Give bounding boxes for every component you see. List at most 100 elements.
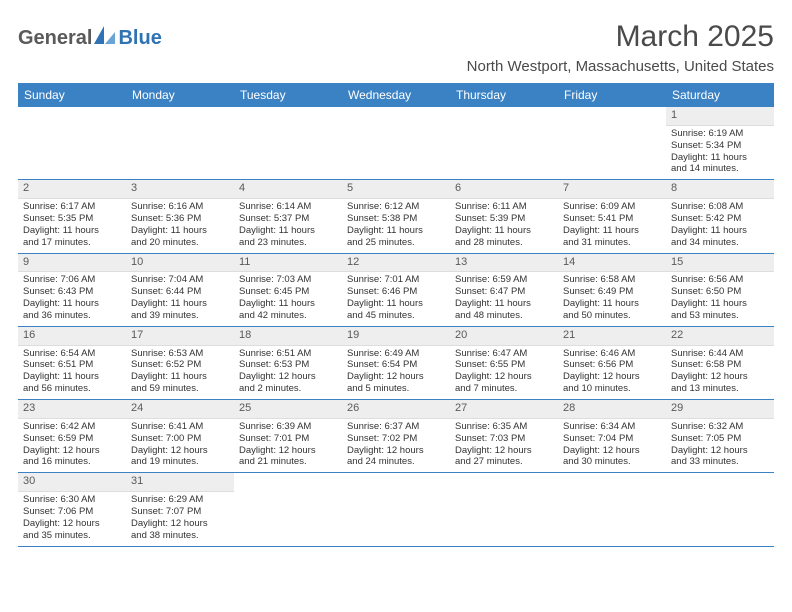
sunrise-text: Sunrise: 6:09 AM	[563, 201, 661, 213]
daylight-text-2: and 23 minutes.	[239, 237, 337, 249]
sunrise-text: Sunrise: 6:35 AM	[455, 421, 553, 433]
sunset-text: Sunset: 5:41 PM	[563, 213, 661, 225]
daylight-text-1: Daylight: 12 hours	[563, 371, 661, 383]
day-number: 24	[126, 400, 234, 419]
day-number: 11	[234, 254, 342, 273]
sunrise-text: Sunrise: 7:03 AM	[239, 274, 337, 286]
day-cell: 13Sunrise: 6:59 AMSunset: 6:47 PMDayligh…	[450, 254, 558, 326]
daylight-text-2: and 45 minutes.	[347, 310, 445, 322]
day-body: Sunrise: 6:56 AMSunset: 6:50 PMDaylight:…	[666, 272, 774, 326]
day-cell	[126, 107, 234, 179]
logo-sail-icon	[94, 26, 116, 50]
sunrise-text: Sunrise: 6:34 AM	[563, 421, 661, 433]
sunset-text: Sunset: 6:59 PM	[23, 433, 121, 445]
daylight-text-1: Daylight: 11 hours	[23, 225, 121, 237]
day-cell: 16Sunrise: 6:54 AMSunset: 6:51 PMDayligh…	[18, 327, 126, 399]
sunset-text: Sunset: 6:56 PM	[563, 359, 661, 371]
sunrise-text: Sunrise: 6:54 AM	[23, 348, 121, 360]
daylight-text-2: and 48 minutes.	[455, 310, 553, 322]
week-row: 9Sunrise: 7:06 AMSunset: 6:43 PMDaylight…	[18, 254, 774, 327]
daylight-text-2: and 38 minutes.	[131, 530, 229, 542]
day-number: 4	[234, 180, 342, 199]
day-cell	[558, 107, 666, 179]
day-number: 16	[18, 327, 126, 346]
day-cell: 6Sunrise: 6:11 AMSunset: 5:39 PMDaylight…	[450, 180, 558, 252]
sunrise-text: Sunrise: 6:17 AM	[23, 201, 121, 213]
day-number: 9	[18, 254, 126, 273]
day-number: 7	[558, 180, 666, 199]
week-row: 23Sunrise: 6:42 AMSunset: 6:59 PMDayligh…	[18, 400, 774, 473]
sunset-text: Sunset: 6:55 PM	[455, 359, 553, 371]
day-cell: 5Sunrise: 6:12 AMSunset: 5:38 PMDaylight…	[342, 180, 450, 252]
sunrise-text: Sunrise: 6:59 AM	[455, 274, 553, 286]
daylight-text-1: Daylight: 11 hours	[671, 225, 769, 237]
sunset-text: Sunset: 5:34 PM	[671, 140, 769, 152]
day-body: Sunrise: 6:14 AMSunset: 5:37 PMDaylight:…	[234, 199, 342, 253]
sunset-text: Sunset: 6:46 PM	[347, 286, 445, 298]
sunrise-text: Sunrise: 7:01 AM	[347, 274, 445, 286]
daylight-text-2: and 7 minutes.	[455, 383, 553, 395]
daylight-text-1: Daylight: 11 hours	[671, 298, 769, 310]
day-header-wed: Wednesday	[342, 83, 450, 107]
day-body: Sunrise: 6:16 AMSunset: 5:36 PMDaylight:…	[126, 199, 234, 253]
day-cell: 23Sunrise: 6:42 AMSunset: 6:59 PMDayligh…	[18, 400, 126, 472]
daylight-text-2: and 59 minutes.	[131, 383, 229, 395]
sunrise-text: Sunrise: 7:04 AM	[131, 274, 229, 286]
sunset-text: Sunset: 6:51 PM	[23, 359, 121, 371]
brand-logo: General Blue	[18, 26, 162, 50]
sunset-text: Sunset: 7:07 PM	[131, 506, 229, 518]
day-number: 31	[126, 473, 234, 492]
day-body: Sunrise: 6:49 AMSunset: 6:54 PMDaylight:…	[342, 346, 450, 400]
location-text: North Westport, Massachusetts, United St…	[467, 58, 774, 75]
day-number: 25	[234, 400, 342, 419]
daylight-text-2: and 16 minutes.	[23, 456, 121, 468]
day-body: Sunrise: 6:39 AMSunset: 7:01 PMDaylight:…	[234, 419, 342, 473]
daylight-text-1: Daylight: 11 hours	[239, 225, 337, 237]
sunset-text: Sunset: 7:00 PM	[131, 433, 229, 445]
sunrise-text: Sunrise: 6:39 AM	[239, 421, 337, 433]
header: General Blue March 2025 North Westport, …	[18, 20, 774, 75]
week-row: 16 Sunrise: 6:54 AMSunset: 6:51 PM Dayligh…	[18, 327, 774, 400]
day-cell: 8Sunrise: 6:08 AMSunset: 5:42 PMDaylight…	[666, 180, 774, 252]
day-body: Sunrise: 6:51 AMSunset: 6:53 PMDaylight:…	[234, 346, 342, 400]
sunset-text: Sunset: 6:50 PM	[671, 286, 769, 298]
day-body: Sunrise: 6:30 AMSunset: 7:06 PMDaylight:…	[18, 492, 126, 546]
daylight-text-1: Daylight: 11 hours	[455, 225, 553, 237]
daylight-text-1: Daylight: 12 hours	[23, 445, 121, 457]
day-cell: 12Sunrise: 7:01 AMSunset: 6:46 PMDayligh…	[342, 254, 450, 326]
sunset-text: Sunset: 6:45 PM	[239, 286, 337, 298]
day-body: Sunrise: 6:47 AMSunset: 6:55 PMDaylight:…	[450, 346, 558, 400]
daylight-text-1: Daylight: 11 hours	[131, 225, 229, 237]
daylight-text-2: and 31 minutes.	[563, 237, 661, 249]
sunrise-text: Sunrise: 6:29 AM	[131, 494, 229, 506]
day-cell: 18Sunrise: 6:51 AMSunset: 6:53 PMDayligh…	[234, 327, 342, 399]
day-body: Sunrise: 6:46 AMSunset: 6:56 PMDaylight:…	[558, 346, 666, 400]
daylight-text-1: Daylight: 11 hours	[23, 298, 121, 310]
daylight-text-2: and 36 minutes.	[23, 310, 121, 322]
day-number: 18	[234, 327, 342, 346]
daylight-text-1: Daylight: 12 hours	[455, 445, 553, 457]
sunset-text: Sunset: 7:01 PM	[239, 433, 337, 445]
day-cell: 2Sunrise: 6:17 AMSunset: 5:35 PMDaylight…	[18, 180, 126, 252]
daylight-text-2: and 28 minutes.	[455, 237, 553, 249]
daylight-text-1: Daylight: 12 hours	[563, 445, 661, 457]
day-cell: 26Sunrise: 6:37 AMSunset: 7:02 PMDayligh…	[342, 400, 450, 472]
sunrise-text: Sunrise: 6:44 AM	[671, 348, 769, 360]
sunset-text: Sunset: 7:05 PM	[671, 433, 769, 445]
sunset-text: Sunset: 7:06 PM	[23, 506, 121, 518]
day-number: 2	[18, 180, 126, 199]
day-body: Sunrise: 6:59 AMSunset: 6:47 PMDaylight:…	[450, 272, 558, 326]
sunrise-text: Sunrise: 6:42 AM	[23, 421, 121, 433]
daylight-text-1: Daylight: 12 hours	[671, 371, 769, 383]
sunset-text: Sunset: 6:58 PM	[671, 359, 769, 371]
daylight-text-1: Daylight: 11 hours	[239, 298, 337, 310]
daylight-text-2: and 50 minutes.	[563, 310, 661, 322]
daylight-text-1: Daylight: 11 hours	[455, 298, 553, 310]
day-cell: 15Sunrise: 6:56 AMSunset: 6:50 PMDayligh…	[666, 254, 774, 326]
day-body: Sunrise: 6:41 AMSunset: 7:00 PMDaylight:…	[126, 419, 234, 473]
daylight-text-1: Daylight: 11 hours	[131, 371, 229, 383]
sunset-text: Sunset: 6:49 PM	[563, 286, 661, 298]
sunrise-text: Sunrise: 6:46 AM	[563, 348, 661, 360]
sunrise-text: Sunrise: 6:58 AM	[563, 274, 661, 286]
sunrise-text: Sunrise: 6:37 AM	[347, 421, 445, 433]
